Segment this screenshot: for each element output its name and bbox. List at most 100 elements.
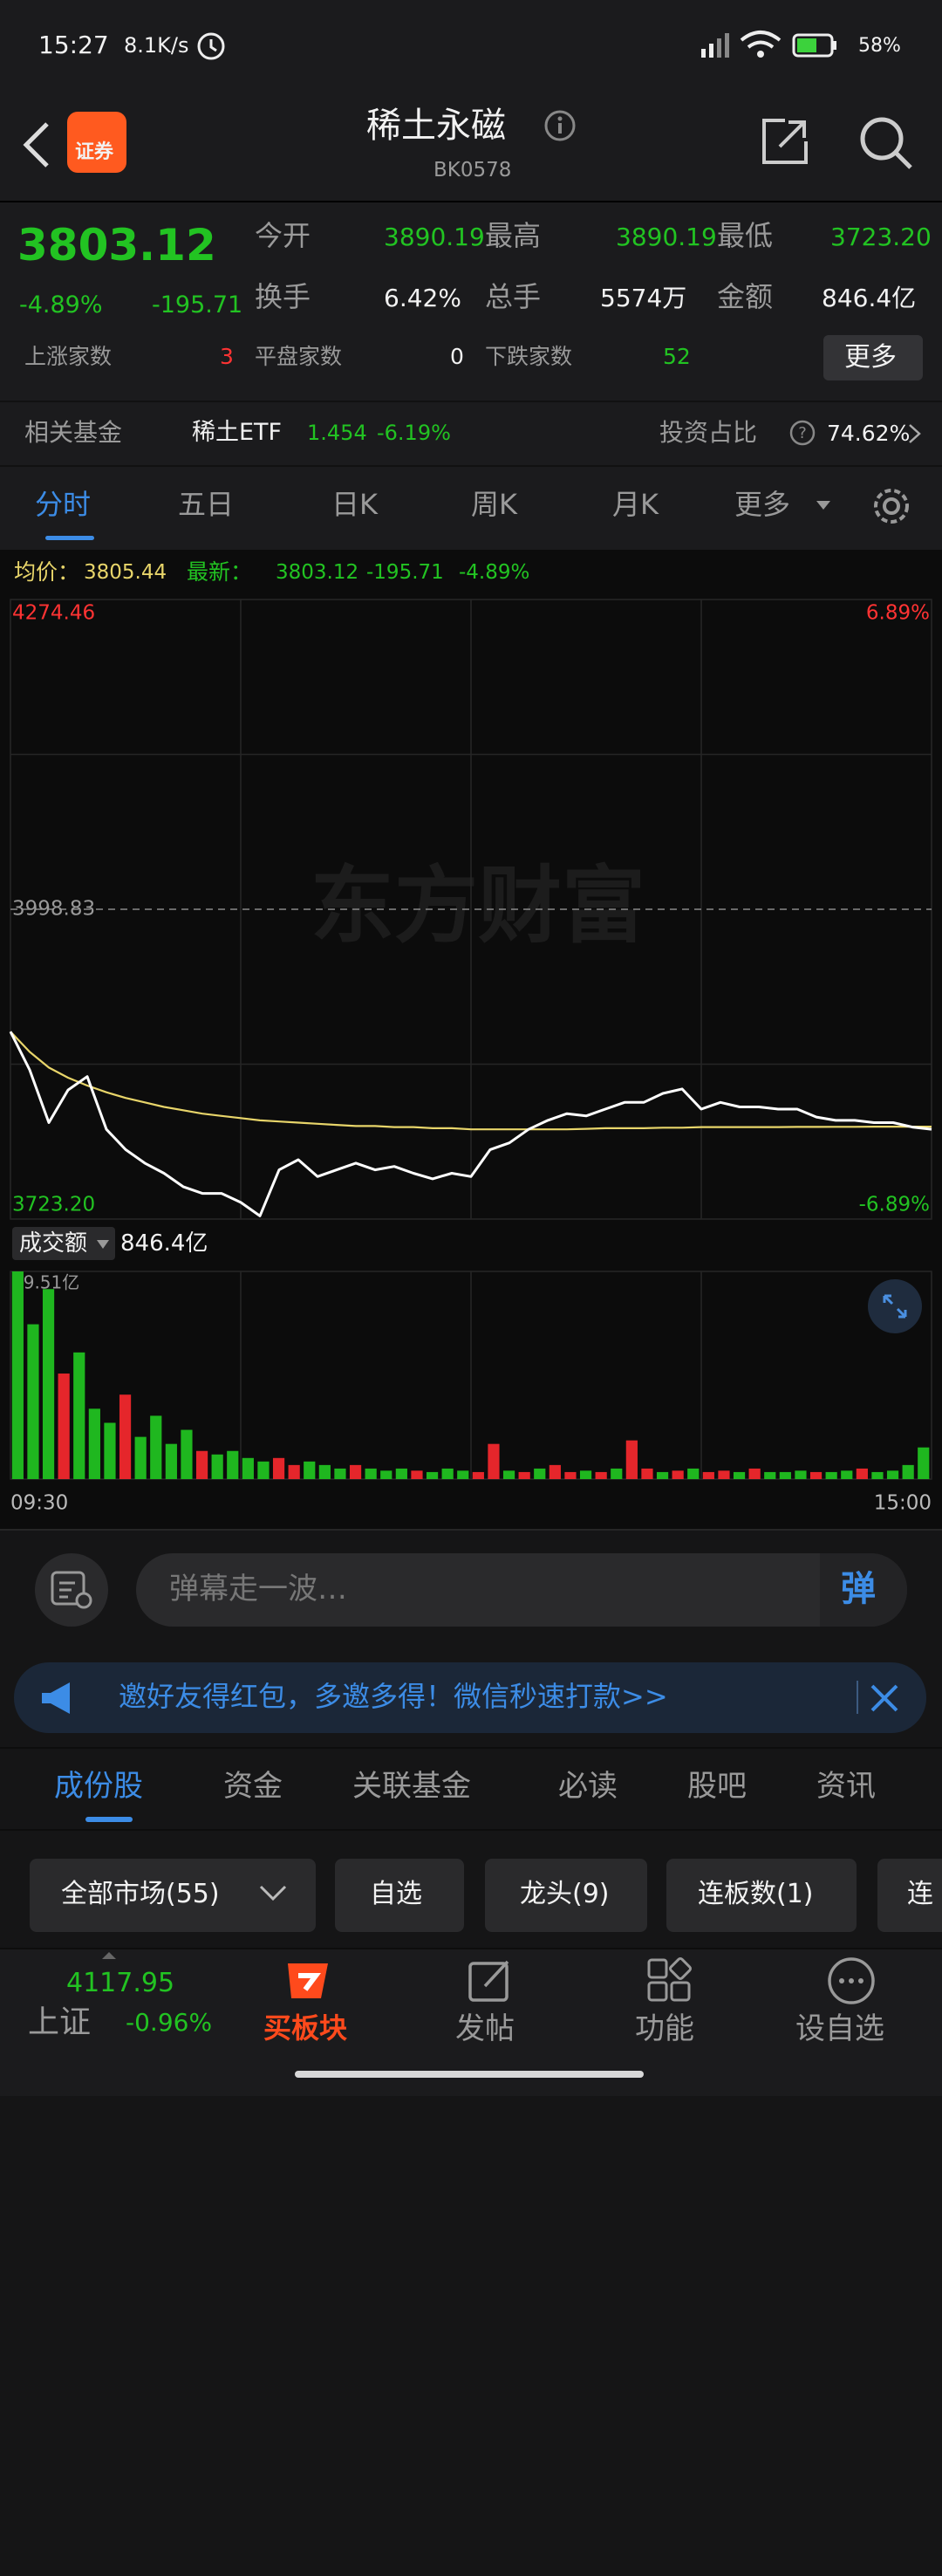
post-icon: [468, 1960, 509, 2002]
banner-text: 邀好友得红包，多邀多得！微信秒速打款>>: [119, 1680, 668, 1713]
period-tab[interactable]: 五日: [178, 488, 235, 521]
volume-bar: [641, 1468, 653, 1479]
volume-bar: [518, 1471, 530, 1479]
header: [0, 87, 942, 201]
field-value: 846.4亿: [822, 284, 917, 312]
volume-bar: [549, 1464, 561, 1479]
danmaku-input[interactable]: [136, 1553, 907, 1627]
volume-bar: [472, 1471, 484, 1479]
input-placeholder: 弹幕走一波…: [169, 1572, 347, 1607]
price-line: [9, 1031, 932, 1217]
expand-icon: [883, 1294, 907, 1319]
volume-bar: [257, 1461, 270, 1479]
volume-bar: [441, 1468, 454, 1479]
x-tick-label: 09:30: [10, 1492, 68, 1515]
filter-chip[interactable]: [666, 1859, 857, 1932]
volume-bar: [918, 1447, 930, 1479]
volume-bar: [718, 1470, 730, 1479]
volume-bar: [365, 1468, 377, 1479]
fund-change: -6.19%: [377, 421, 451, 445]
dropdown-arrow: [97, 1240, 109, 1249]
index-change[interactable]: -0.96%: [126, 2008, 213, 2037]
volume-bar: [702, 1471, 714, 1479]
nav-item[interactable]: 功能: [635, 2011, 694, 2046]
filter-chip-text: 龙头(9): [520, 1879, 610, 1909]
nav-item[interactable]: 发帖: [455, 2011, 515, 2046]
volume-bar: [318, 1464, 331, 1479]
info-icon[interactable]: [543, 108, 577, 143]
latest-change-pct: -4.89%: [459, 561, 530, 584]
alarm-icon: [197, 32, 225, 60]
volume-bar: [534, 1468, 546, 1479]
volume-bar: [104, 1422, 116, 1479]
y-tick-label: 3998.83: [12, 898, 95, 921]
latest-value: 3803.12: [276, 561, 359, 584]
ratio-label: 投资占比: [659, 418, 758, 447]
breadth-label: 下跌家数: [485, 344, 573, 369]
danmaku-icon: [51, 1571, 92, 1609]
fund-name: 稀土ETF: [192, 419, 283, 446]
filter-chip[interactable]: [335, 1859, 464, 1932]
status-icons: [701, 31, 836, 58]
section-tab[interactable]: 必读: [558, 1769, 618, 1804]
volume-bar: [272, 1457, 285, 1479]
volume-bar: [886, 1470, 899, 1479]
period-tab[interactable]: 周K: [471, 488, 517, 521]
share-button[interactable]: [759, 115, 811, 168]
settings-button[interactable]: [869, 483, 914, 529]
volume-bar: [27, 1324, 39, 1479]
field-label: 总手: [485, 280, 542, 313]
period-tab[interactable]: 日K: [331, 488, 378, 521]
volume-bar: [595, 1471, 607, 1479]
filter-chip-text: 连: [907, 1879, 933, 1909]
filter-chip-text: 全部市场(55): [61, 1879, 220, 1909]
fund-price: 1.454: [307, 421, 367, 445]
nav-item[interactable]: 设自选: [795, 2011, 884, 2046]
close-button[interactable]: [869, 1682, 900, 1714]
volume-bar: [195, 1450, 208, 1479]
field-value: 6.42%: [384, 284, 461, 312]
chevron: [909, 424, 921, 443]
volume-selector[interactable]: [12, 1227, 115, 1260]
expand-button[interactable]: [868, 1279, 922, 1333]
filter-chip[interactable]: [485, 1859, 647, 1932]
section-tab[interactable]: 资金: [223, 1769, 283, 1804]
index-value[interactable]: 4117.95: [66, 1968, 175, 1998]
broker-logo[interactable]: [67, 112, 126, 173]
status-bar: [0, 0, 942, 87]
volume-bar: [856, 1468, 868, 1479]
app-screen: {"status_bar":{"time":"15:27","speed":"8…: [0, 0, 942, 2078]
section-tab[interactable]: 股吧: [687, 1769, 747, 1804]
volume-bar: [764, 1471, 776, 1479]
nav-item[interactable]: 买板块: [263, 2011, 348, 2045]
volume-bar: [656, 1471, 669, 1479]
volume-bar: [134, 1436, 147, 1479]
period-tab[interactable]: 月K: [612, 488, 659, 521]
volume-bar: [502, 1470, 515, 1479]
send-button[interactable]: [820, 1553, 907, 1627]
help-icon[interactable]: ?: [788, 419, 816, 447]
period-tab[interactable]: 更多: [734, 488, 791, 521]
tab-indicator: [85, 1817, 133, 1822]
section-tab[interactable]: 资讯: [816, 1769, 876, 1804]
search-button[interactable]: [857, 113, 916, 173]
section-tab[interactable]: 成份股: [54, 1769, 143, 1804]
volume-bar: [564, 1471, 577, 1479]
broker-logo-text: 证券: [75, 141, 114, 163]
board-icon: [288, 1963, 328, 1998]
breadth-value: 0: [450, 344, 464, 369]
volume-bar: [119, 1394, 132, 1479]
volume-bar: [733, 1471, 746, 1479]
period-tab[interactable]: 分时: [35, 488, 92, 521]
latest-label: 最新：: [187, 559, 253, 585]
filter-chip[interactable]: [877, 1859, 942, 1932]
more-button[interactable]: [823, 335, 923, 380]
index-name[interactable]: 上证: [28, 2004, 92, 2040]
megaphone-icon: [42, 1682, 70, 1714]
volume-bar: [809, 1471, 823, 1479]
back-button[interactable]: [19, 120, 54, 169]
collapse-arrow: [102, 1952, 116, 1959]
section-tab[interactable]: 关联基金: [352, 1769, 471, 1804]
promo-banner[interactable]: [14, 1662, 926, 1733]
board-code: BK0578: [433, 159, 512, 182]
